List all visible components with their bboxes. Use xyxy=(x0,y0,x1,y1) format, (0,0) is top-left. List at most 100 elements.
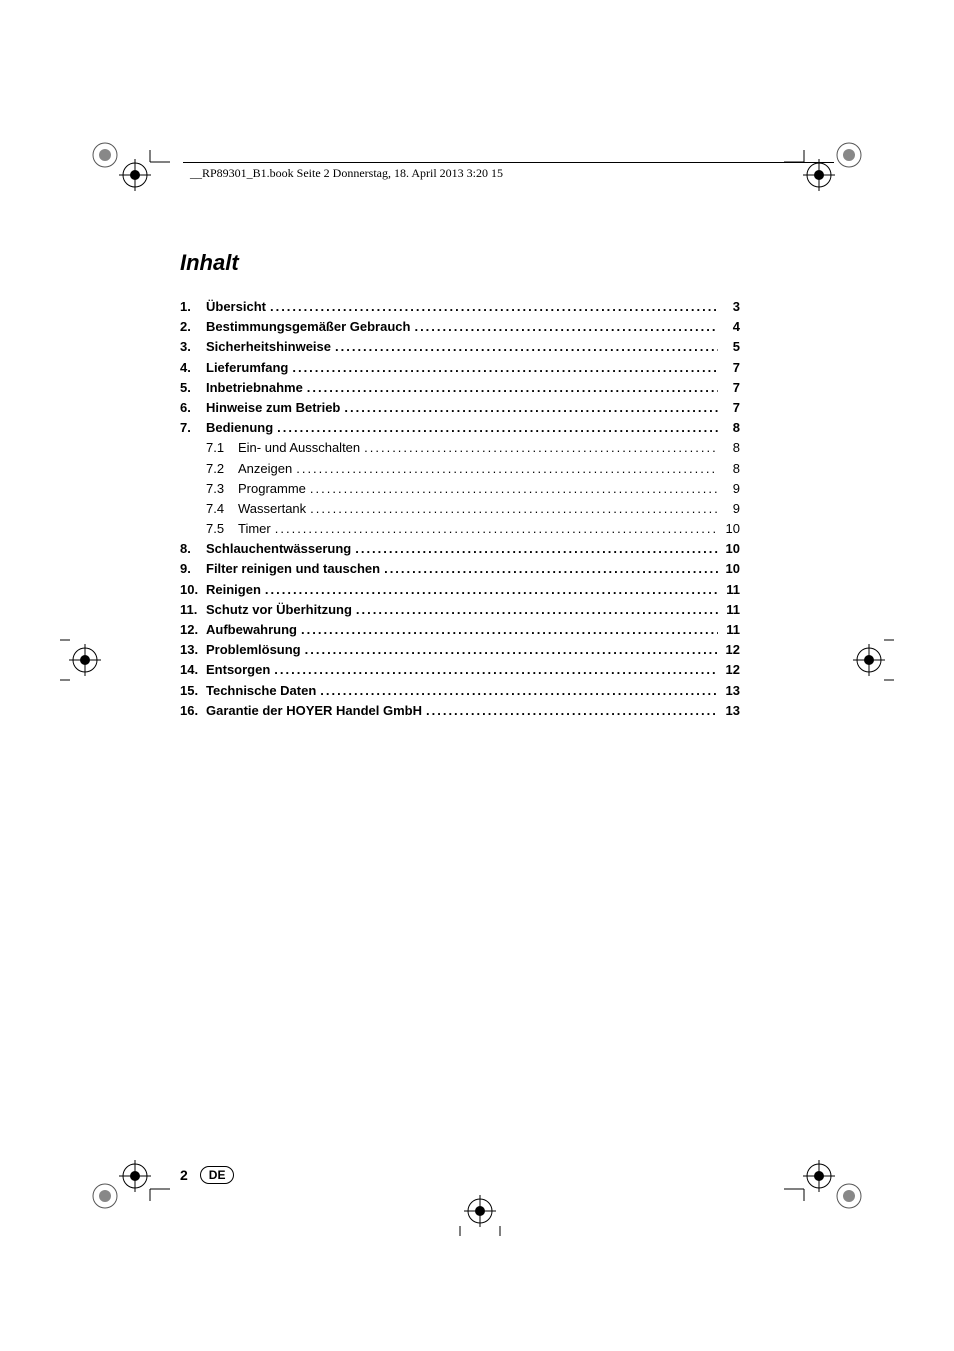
toc-item-label: Übersicht xyxy=(206,298,270,316)
toc-dots: ........................................… xyxy=(310,500,718,518)
crop-mark-top-left xyxy=(90,140,170,220)
toc-item: 7.1Ein- und Ausschalten.................… xyxy=(180,439,740,457)
footer-lang-badge: DE xyxy=(200,1166,235,1184)
toc-item: 1.Übersicht.............................… xyxy=(180,298,740,316)
toc-item-page: 10 xyxy=(718,560,740,578)
toc-dots: ........................................… xyxy=(320,682,718,700)
toc-item-page: 13 xyxy=(718,682,740,700)
page-title: Inhalt xyxy=(180,250,740,276)
toc-dots: ........................................… xyxy=(344,399,718,417)
toc-item-page: 9 xyxy=(718,500,740,518)
toc-item-number: 14. xyxy=(180,661,206,679)
toc-item: 4.Lieferumfang..........................… xyxy=(180,359,740,377)
toc-item-page: 8 xyxy=(718,460,740,478)
toc-item-label: Wassertank xyxy=(238,500,310,518)
toc-item-label: Technische Daten xyxy=(206,682,320,700)
toc-dots: ........................................… xyxy=(426,702,718,720)
toc-dots: ........................................… xyxy=(296,460,718,478)
toc-dots: ........................................… xyxy=(335,338,718,356)
toc-item-number: 7.3 xyxy=(206,480,238,498)
toc-item-page: 10 xyxy=(718,540,740,558)
toc-item-number: 12. xyxy=(180,621,206,639)
toc-dots: ........................................… xyxy=(355,540,718,558)
toc-item-label: Entsorgen xyxy=(206,661,274,679)
toc-dots: ........................................… xyxy=(274,661,718,679)
toc-item-page: 5 xyxy=(718,338,740,356)
footer-page-number: 2 xyxy=(180,1167,188,1183)
header-rule xyxy=(183,162,834,163)
toc-item-number: 13. xyxy=(180,641,206,659)
toc-dots: ........................................… xyxy=(301,621,718,639)
toc-item-label: Lieferumfang xyxy=(206,359,292,377)
toc-item-label: Bestimmungsgemäßer Gebrauch xyxy=(206,318,414,336)
toc-item-page: 3 xyxy=(718,298,740,316)
toc-item-label: Timer xyxy=(238,520,275,538)
toc-item: 7.2Anzeigen.............................… xyxy=(180,460,740,478)
toc-item-page: 12 xyxy=(718,641,740,659)
toc-item-page: 8 xyxy=(718,439,740,457)
toc-item: 10.Reinigen.............................… xyxy=(180,581,740,599)
toc-item: 7.3Programme............................… xyxy=(180,480,740,498)
toc-dots: ........................................… xyxy=(384,560,718,578)
toc-item: 12.Aufbewahrung.........................… xyxy=(180,621,740,639)
toc-item-number: 11. xyxy=(180,601,206,619)
toc-item-page: 11 xyxy=(718,581,740,599)
crop-mark-mid-left xyxy=(60,620,110,700)
toc-item: 8.Schlauchentwässerung..................… xyxy=(180,540,740,558)
toc-dots: ........................................… xyxy=(277,419,718,437)
toc-item: 11.Schutz vor Überhitzung...............… xyxy=(180,601,740,619)
crop-mark-mid-right xyxy=(844,620,894,700)
toc-item-number: 10. xyxy=(180,581,206,599)
toc-item-number: 7.4 xyxy=(206,500,238,518)
toc-dots: ........................................… xyxy=(414,318,718,336)
toc-dots: ........................................… xyxy=(292,359,718,377)
toc-item-page: 7 xyxy=(718,379,740,397)
toc-item-page: 10 xyxy=(718,520,740,538)
toc-dots: ........................................… xyxy=(270,298,718,316)
toc-item-number: 4. xyxy=(180,359,206,377)
header-text: __RP89301_B1.book Seite 2 Donnerstag, 18… xyxy=(190,166,503,181)
toc-dots: ........................................… xyxy=(275,520,718,538)
toc-item-number: 7.1 xyxy=(206,439,238,457)
toc-item-page: 7 xyxy=(718,399,740,417)
crop-mark-bottom-center xyxy=(440,1186,520,1236)
toc-dots: ........................................… xyxy=(364,439,718,457)
toc-item: 9.Filter reinigen und tauschen..........… xyxy=(180,560,740,578)
toc-item: 15.Technische Daten.....................… xyxy=(180,682,740,700)
toc-dots: ........................................… xyxy=(265,581,718,599)
toc-item-label: Anzeigen xyxy=(238,460,296,478)
toc-item: 5.Inbetriebnahme........................… xyxy=(180,379,740,397)
toc-item-label: Schutz vor Überhitzung xyxy=(206,601,356,619)
toc-item-number: 9. xyxy=(180,560,206,578)
toc-item-number: 7.2 xyxy=(206,460,238,478)
toc-item: 16.Garantie der HOYER Handel GmbH.......… xyxy=(180,702,740,720)
toc-item: 7.5Timer................................… xyxy=(180,520,740,538)
toc-item-page: 12 xyxy=(718,661,740,679)
toc-item-label: Sicherheitshinweise xyxy=(206,338,335,356)
toc-item-label: Aufbewahrung xyxy=(206,621,301,639)
toc-dots: ........................................… xyxy=(305,641,718,659)
toc-item-number: 16. xyxy=(180,702,206,720)
toc-item: 7.4Wassertank...........................… xyxy=(180,500,740,518)
toc-item-number: 2. xyxy=(180,318,206,336)
toc-item-label: Problemlösung xyxy=(206,641,305,659)
toc-item: 3.Sicherheitshinweise...................… xyxy=(180,338,740,356)
toc-item-label: Hinweise zum Betrieb xyxy=(206,399,344,417)
toc-list: 1.Übersicht.............................… xyxy=(180,298,740,720)
toc-item-number: 3. xyxy=(180,338,206,356)
page-content: Inhalt 1.Übersicht......................… xyxy=(180,250,740,722)
toc-item-page: 7 xyxy=(718,359,740,377)
toc-item-label: Inbetriebnahme xyxy=(206,379,307,397)
toc-item-number: 7. xyxy=(180,419,206,437)
toc-item-page: 4 xyxy=(718,318,740,336)
toc-item-label: Reinigen xyxy=(206,581,265,599)
toc-item-number: 15. xyxy=(180,682,206,700)
toc-item-page: 8 xyxy=(718,419,740,437)
toc-item-label: Garantie der HOYER Handel GmbH xyxy=(206,702,426,720)
toc-item-label: Bedienung xyxy=(206,419,277,437)
toc-item-page: 11 xyxy=(718,601,740,619)
toc-item-page: 11 xyxy=(718,621,740,639)
toc-item: 14.Entsorgen............................… xyxy=(180,661,740,679)
toc-item-label: Programme xyxy=(238,480,310,498)
toc-item: 7.Bedienung.............................… xyxy=(180,419,740,437)
